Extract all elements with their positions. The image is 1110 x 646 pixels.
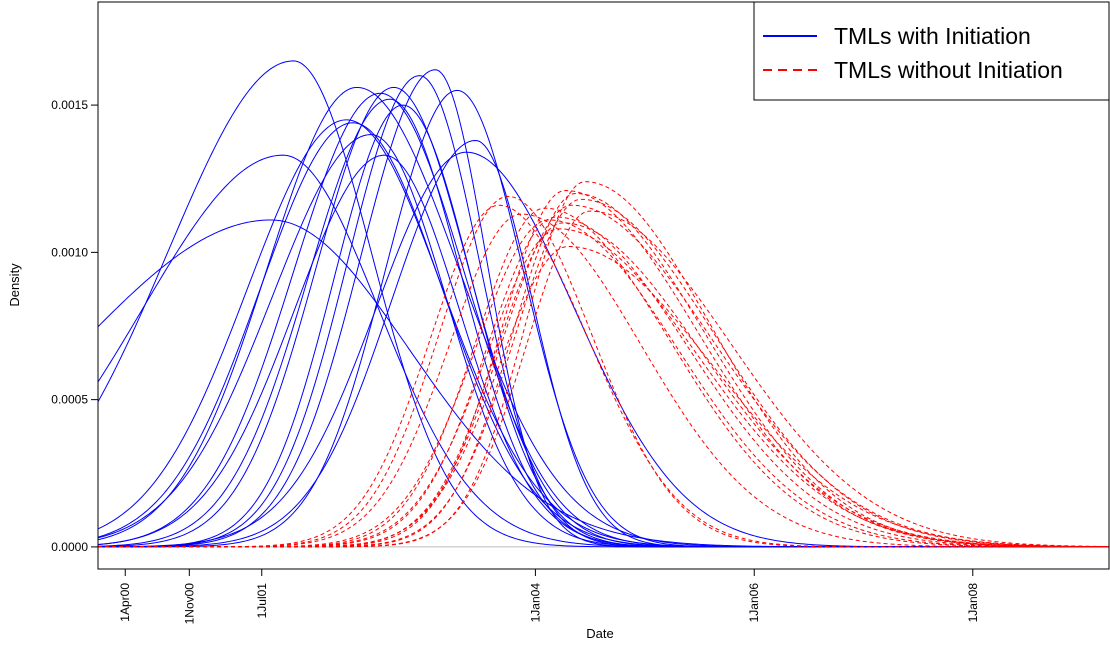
x-tick-label: 1Jan08 (966, 583, 980, 623)
density-curve-without-initiation (98, 213, 1109, 548)
legend-box (753, 1, 1110, 101)
density-curve-with-initiation (98, 122, 1109, 548)
density-curve-without-initiation (98, 216, 1109, 548)
density-curve-without-initiation (98, 204, 1109, 548)
x-tick-label: 1Jul01 (255, 583, 269, 619)
density-curve-with-initiation (98, 104, 1109, 548)
legend: TMLs with Initiation TMLs without Initia… (753, 1, 1110, 101)
y-axis-title: Density (7, 263, 22, 307)
density-curve-with-initiation (98, 119, 1109, 548)
density-curve-with-initiation (98, 151, 1109, 548)
legend-label-without-initiation: TMLs without Initiation (834, 57, 1063, 83)
density-curve-with-initiation (98, 219, 1109, 548)
density-curve-without-initiation (98, 210, 1109, 548)
density-curve-with-initiation (98, 60, 1109, 548)
density-curve-without-initiation (98, 222, 1109, 548)
density-curve-without-initiation (98, 181, 1109, 548)
density-curve-without-initiation (98, 204, 1109, 548)
density-curve-with-initiation (98, 75, 1109, 548)
plot-frame (97, 1, 1110, 570)
density-curve-with-initiation (98, 92, 1109, 548)
y-tick-label: 0.0010 (51, 245, 88, 259)
legend-label-with-initiation: TMLs with Initiation (834, 23, 1031, 49)
density-curve-without-initiation (98, 207, 1109, 548)
x-tick-label: 1Jan06 (747, 583, 761, 623)
density-curve-without-initiation (98, 192, 1109, 548)
y-tick-label: 0.0015 (51, 98, 88, 112)
density-curve-without-initiation (98, 245, 1109, 548)
x-axis: 1Apr00 1Nov00 1Jul01 1Jan04 1Jan06 1Jan08 (118, 569, 980, 624)
y-tick-label: 0.0000 (51, 540, 88, 554)
density-curve-without-initiation (98, 219, 1109, 548)
y-tick-label: 0.0005 (51, 393, 88, 407)
density-curve-with-initiation (98, 139, 1109, 548)
density-curves (98, 60, 1109, 548)
x-tick-label: 1Jan04 (528, 583, 542, 623)
x-axis-title: Date (586, 626, 613, 641)
density-curve-without-initiation (98, 228, 1109, 548)
density-curve-with-initiation (98, 134, 1109, 548)
density-curve-with-initiation (98, 69, 1109, 548)
x-tick-label: 1Nov00 (182, 583, 196, 625)
x-tick-label: 1Apr00 (118, 583, 132, 622)
y-axis: 0.0000 0.0005 0.0010 0.0015 (51, 98, 98, 554)
